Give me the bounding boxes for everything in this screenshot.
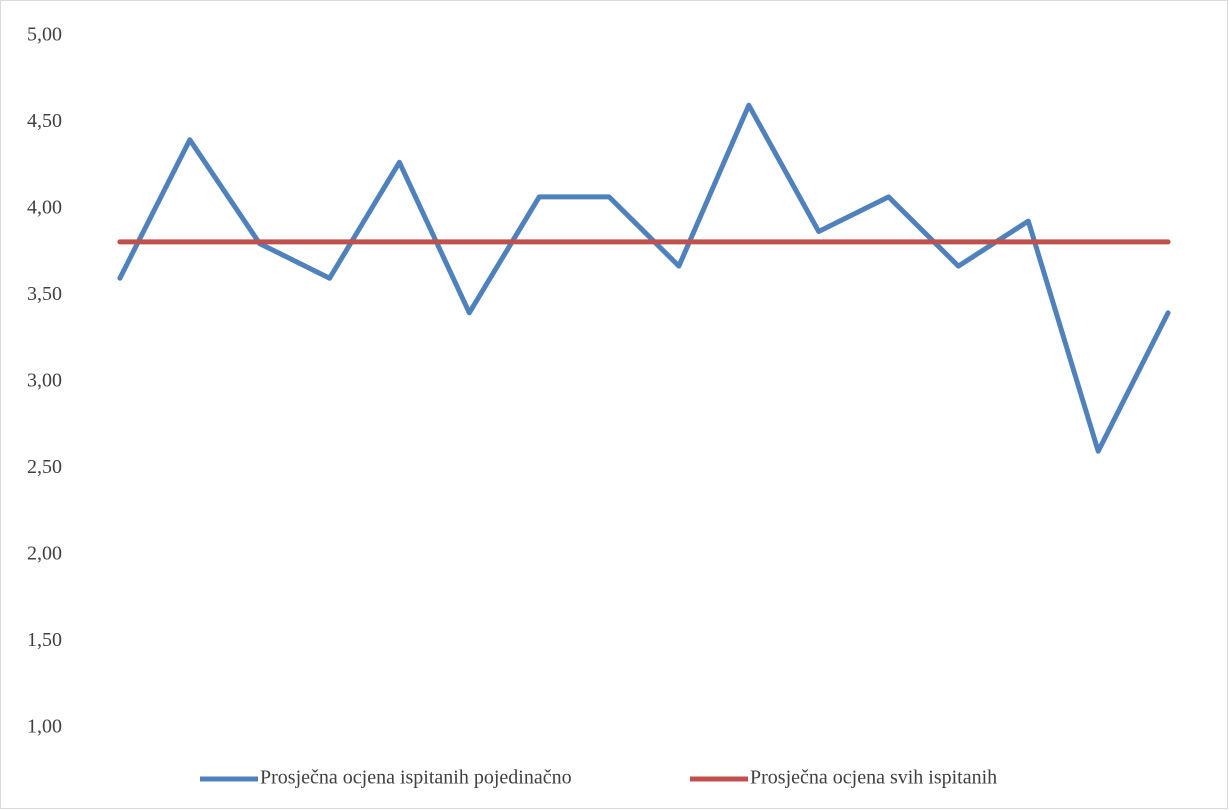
y-tick-label: 2,00 — [27, 543, 62, 565]
legend-label: Prosječna ocjena svih ispitanih — [750, 767, 997, 789]
y-tick-label: 3,50 — [27, 283, 62, 305]
y-tick-label: 1,50 — [27, 629, 62, 651]
y-tick-label: 4,00 — [27, 197, 62, 219]
y-tick-label: 3,00 — [27, 370, 62, 392]
y-tick-label: 4,50 — [27, 110, 62, 132]
legend-label: Prosječna ocjena ispitanih pojedinačno — [260, 767, 572, 789]
y-tick-label: 5,00 — [27, 24, 62, 46]
y-tick-label: 1,00 — [27, 716, 62, 738]
y-tick-label: 2,50 — [27, 456, 62, 478]
